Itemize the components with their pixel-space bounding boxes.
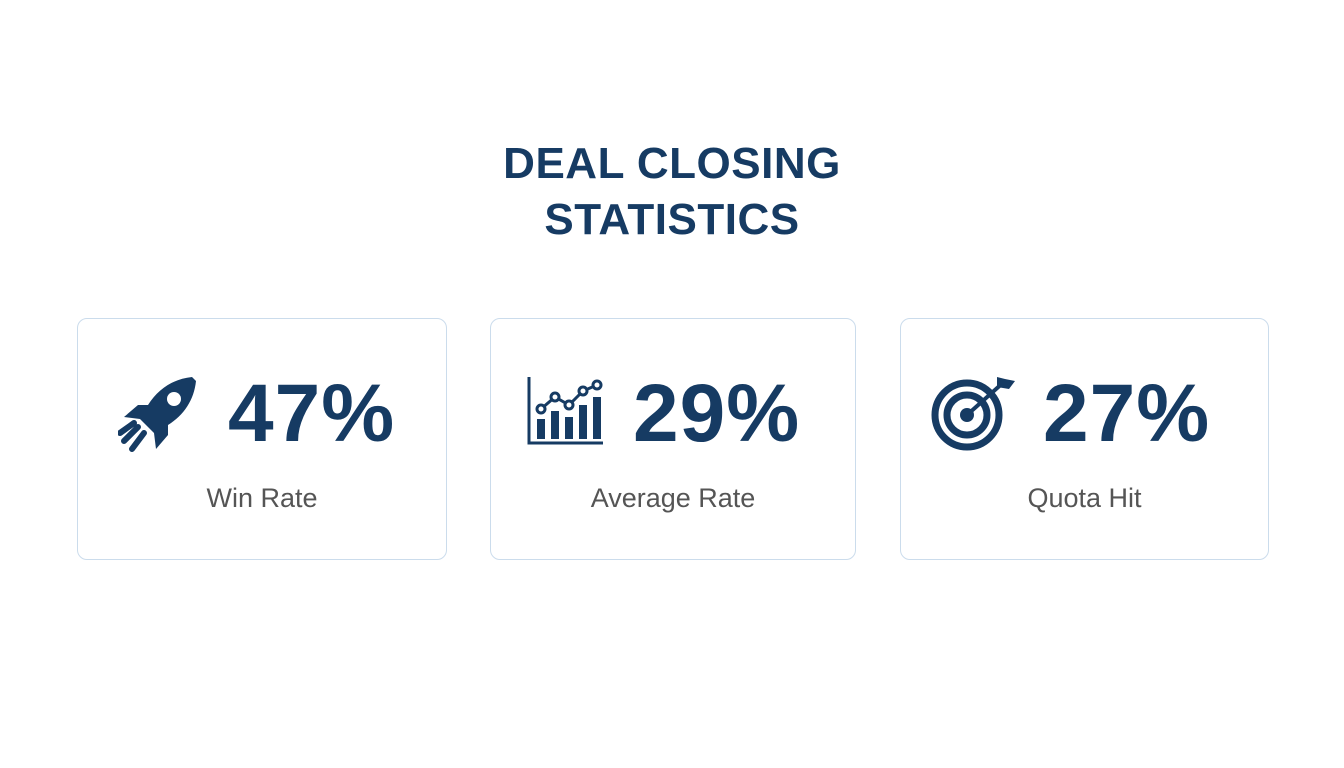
stat-label: Quota Hit [1027,483,1142,513]
stat-label: Win Rate [206,483,318,513]
chart-icon [527,377,603,445]
title: DEAL CLOSING STATISTICS [503,139,841,244]
stat-value: 29% [633,368,801,459]
stat-value: 47% [228,368,396,459]
stat-card: 29% Average Rate [490,318,856,560]
stat-card: 47% Win Rate [77,318,447,560]
stat-label: Average Rate [590,483,756,513]
rocket-icon [118,377,196,452]
target-icon [931,377,1015,451]
stat-value: 27% [1043,368,1211,459]
stat-card: 27% Quota Hit [900,318,1269,560]
